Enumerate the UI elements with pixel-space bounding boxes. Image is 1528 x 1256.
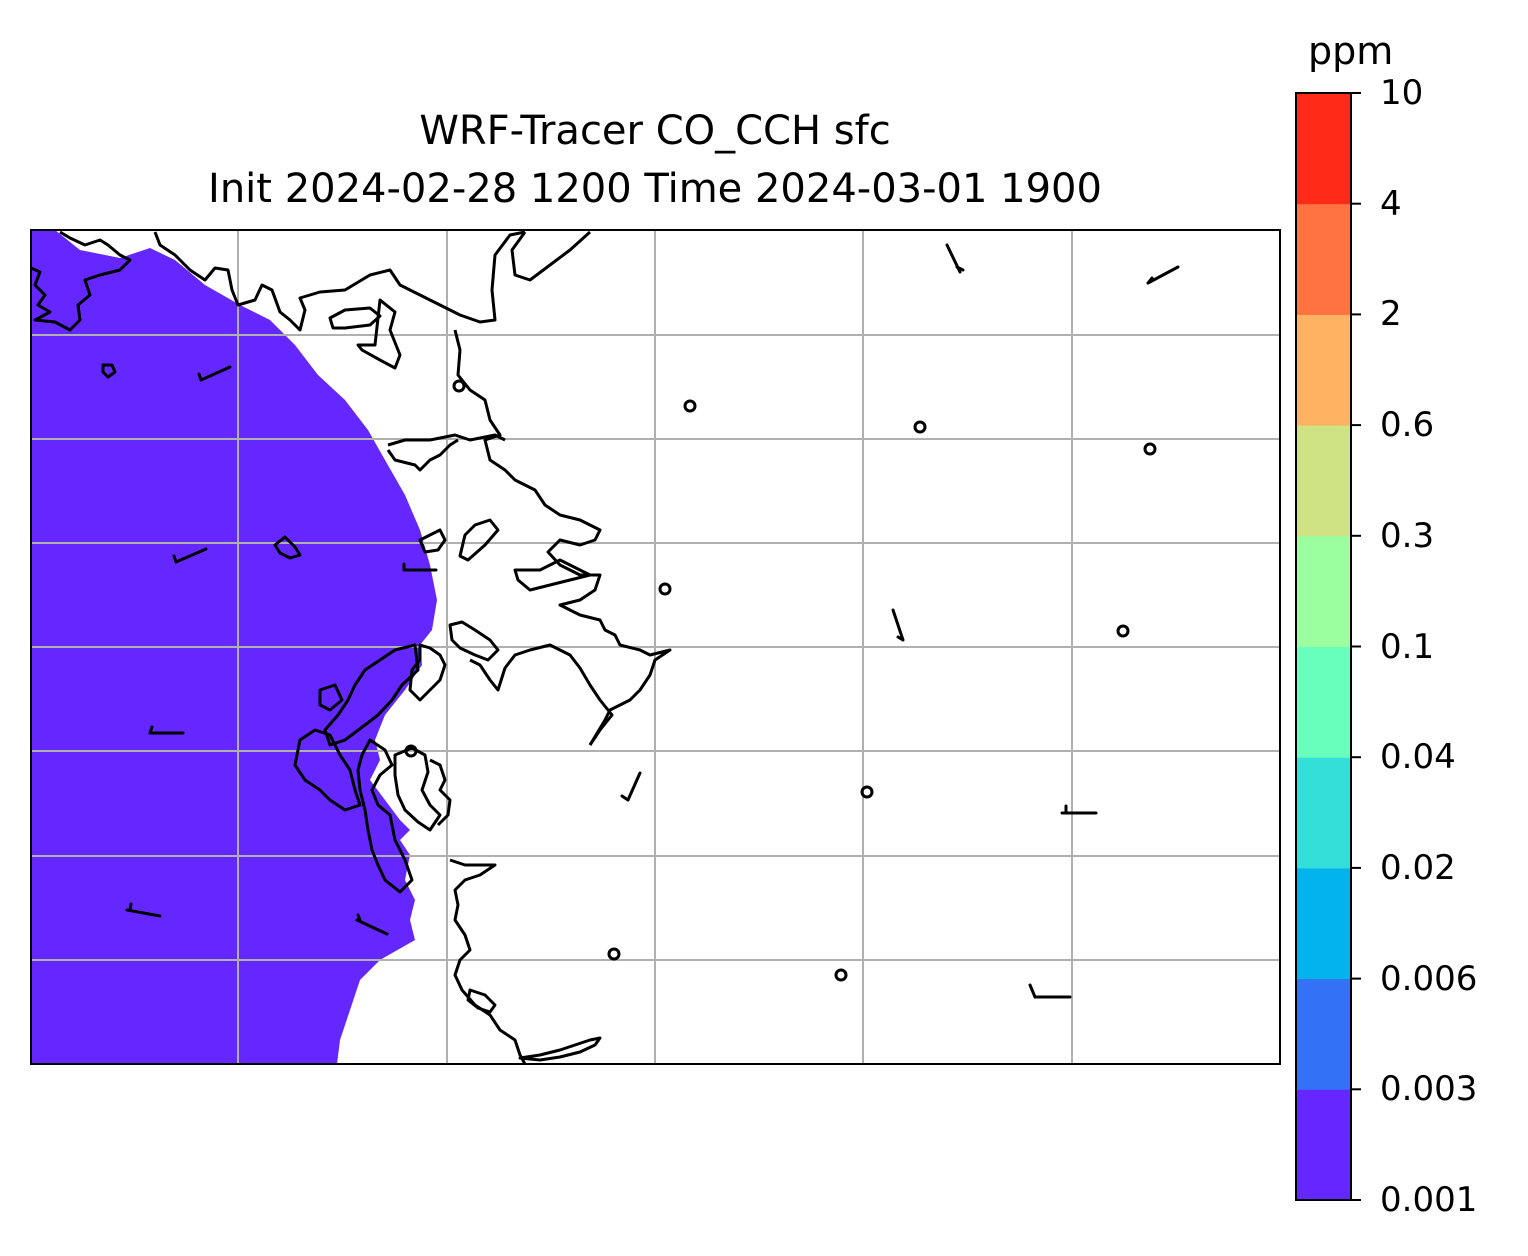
colorbar-segment [1296, 93, 1351, 205]
colorbar-segment [1296, 314, 1351, 426]
wind-barbs [125, 243, 1180, 999]
colorbar-tick-label: 0.3 [1380, 515, 1435, 556]
colorbar-tick-label: 0.6 [1380, 405, 1435, 446]
colorbar-unit: ppm [1308, 29, 1394, 73]
colorbar-segment [1296, 646, 1351, 758]
map-subtitle: Init 2024-02-28 1200 Time 2024-03-01 190… [208, 166, 1102, 212]
map-title: WRF-Tracer CO_CCH sfc [419, 108, 891, 154]
colorbar-tick-label: 4 [1380, 183, 1402, 224]
colorbar-tick-label: 0.04 [1380, 737, 1456, 778]
colorbar-tick-label: 0.1 [1380, 626, 1435, 667]
colorbar-tick-label: 10 [1380, 73, 1424, 113]
colorbar-segment [1296, 867, 1351, 980]
colorbar-tick-label: 0.006 [1380, 958, 1478, 999]
colorbar-tick-label: 0.001 [1380, 1180, 1478, 1220]
colorbar-segment [1296, 978, 1351, 1090]
colorbar-ticks [1351, 92, 1361, 1201]
map-frame [30, 229, 1281, 1065]
colorbar-segment [1296, 203, 1351, 315]
colorbar-segment [1296, 757, 1351, 869]
colorbar [1296, 93, 1351, 1201]
colorbar-tick-label: 2 [1380, 294, 1402, 335]
coastline [31, 230, 672, 1064]
colorbar-segment [1296, 535, 1351, 647]
station-markers [404, 379, 1157, 982]
gridlines [31, 230, 1280, 1064]
colorbar-tick-label: 0.02 [1380, 847, 1456, 888]
colorbar-segment [1296, 425, 1351, 537]
colorbar-tick-label: 0.003 [1380, 1069, 1478, 1110]
colorbar-segment [1296, 1089, 1351, 1201]
